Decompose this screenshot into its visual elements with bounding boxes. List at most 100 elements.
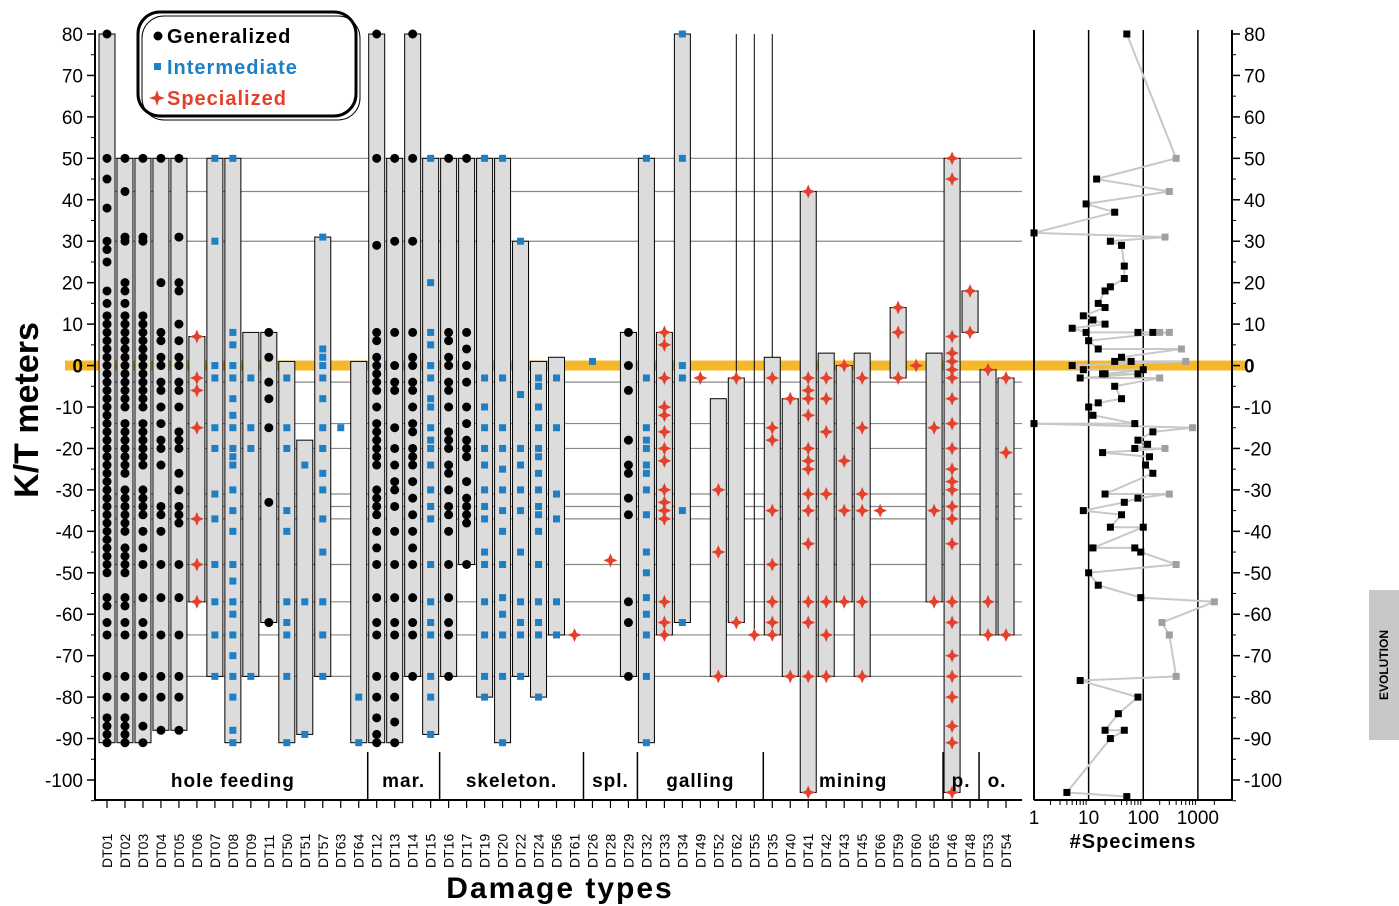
generalized-point bbox=[174, 510, 184, 520]
generalized-point bbox=[102, 245, 112, 255]
intermediate-point bbox=[642, 486, 650, 494]
specialized-point bbox=[783, 391, 798, 406]
damage-type-label: DT16 bbox=[441, 834, 457, 868]
legend-specialized-marker bbox=[149, 90, 165, 106]
generalized-point bbox=[408, 361, 418, 371]
generalized-point bbox=[138, 493, 148, 503]
specialized-point bbox=[801, 615, 816, 630]
generalized-point bbox=[156, 443, 166, 453]
intermediate-point bbox=[301, 598, 309, 606]
generalized-point bbox=[102, 460, 112, 470]
specialized-point bbox=[801, 503, 816, 518]
intermediate-point bbox=[517, 486, 525, 494]
y-tick-label: 70 bbox=[62, 66, 83, 87]
legend-intermediate-marker bbox=[154, 63, 161, 70]
generalized-point bbox=[120, 236, 130, 246]
y-tick-label-right: 30 bbox=[1244, 232, 1265, 253]
group-labels: hole feeding mar. skeleton. spl. galling mini… bbox=[171, 752, 1005, 800]
intermediate-point bbox=[535, 502, 543, 510]
y-tick-label-right: -50 bbox=[1244, 564, 1271, 585]
intermediate-point bbox=[481, 461, 489, 469]
specialized-point bbox=[963, 325, 978, 340]
range-box bbox=[727, 377, 745, 624]
x-axis-title: Damage types bbox=[446, 872, 673, 905]
specimen-point bbox=[1094, 581, 1102, 589]
generalized-point bbox=[102, 435, 112, 445]
intermediate-point bbox=[535, 453, 543, 461]
generalized-point bbox=[138, 618, 148, 628]
generalized-point bbox=[408, 419, 418, 429]
generalized-point bbox=[390, 559, 400, 569]
intermediate-point bbox=[499, 610, 507, 618]
generalized-point bbox=[264, 423, 274, 433]
specimen-point bbox=[1165, 490, 1173, 498]
generalized-point bbox=[102, 452, 112, 462]
generalized-point bbox=[444, 327, 454, 337]
generalized-point bbox=[102, 601, 112, 611]
damage-type-label: DT02 bbox=[117, 834, 133, 868]
specialized-point bbox=[765, 370, 780, 385]
specimen-point bbox=[1099, 370, 1107, 378]
range-box bbox=[260, 331, 278, 624]
intermediate-point bbox=[553, 424, 561, 432]
legend-intermediate-label: Intermediate bbox=[167, 57, 298, 79]
specialized-point bbox=[945, 462, 960, 477]
generalized-point bbox=[120, 298, 130, 308]
intermediate-point bbox=[355, 739, 363, 747]
specialized-point bbox=[855, 669, 870, 684]
specialized-point bbox=[999, 370, 1014, 385]
specimen-point bbox=[1131, 444, 1139, 452]
generalized-point bbox=[102, 729, 112, 739]
specialized-point bbox=[801, 370, 816, 385]
x-ticks-damage-types: DT01 DT02 DT03 DT04 DT05 DT06 DT07 DT08 DT09 DT11… bbox=[99, 800, 1014, 868]
damage-type-label: DT22 bbox=[513, 834, 529, 868]
generalized-point bbox=[390, 593, 400, 603]
generalized-point bbox=[623, 618, 633, 628]
intermediate-point bbox=[535, 486, 543, 494]
generalized-point bbox=[623, 435, 633, 445]
generalized-point bbox=[120, 385, 130, 395]
generalized-point bbox=[138, 692, 148, 702]
group-label: galling bbox=[666, 771, 734, 792]
generalized-point bbox=[372, 402, 382, 412]
intermediate-point bbox=[642, 511, 650, 519]
generalized-point bbox=[372, 352, 382, 362]
specialized-point bbox=[657, 495, 672, 510]
specimen-x-ticks: 1 10 100 1000 bbox=[1029, 800, 1219, 829]
intermediate-point bbox=[553, 631, 561, 639]
generalized-point bbox=[372, 713, 382, 723]
specialized-point bbox=[189, 370, 204, 385]
generalized-point bbox=[174, 278, 184, 288]
generalized-point bbox=[372, 460, 382, 470]
specimen-point bbox=[1106, 735, 1114, 743]
intermediate-point bbox=[229, 411, 237, 419]
specialized-point bbox=[945, 346, 960, 361]
specimen-point bbox=[1076, 677, 1084, 685]
intermediate-point bbox=[427, 730, 435, 738]
intermediate-point bbox=[481, 515, 489, 523]
generalized-point bbox=[138, 327, 148, 337]
generalized-point bbox=[138, 630, 148, 640]
specimen-point bbox=[1111, 357, 1119, 365]
generalized-point bbox=[120, 327, 130, 337]
intermediate-point bbox=[211, 560, 219, 568]
generalized-point bbox=[120, 518, 130, 528]
intermediate-point bbox=[499, 560, 507, 568]
generalized-point bbox=[102, 713, 112, 723]
specialized-point bbox=[927, 420, 942, 435]
range-box bbox=[242, 331, 260, 677]
specimen-point bbox=[1134, 436, 1142, 444]
intermediate-point bbox=[211, 631, 219, 639]
generalized-point bbox=[156, 278, 166, 288]
generalized-point bbox=[174, 630, 184, 640]
specimen-point bbox=[1085, 337, 1093, 345]
specialized-point bbox=[819, 594, 834, 609]
damage-type-label: DT04 bbox=[153, 834, 169, 868]
generalized-point bbox=[138, 526, 148, 536]
specimen-point bbox=[1068, 362, 1076, 370]
intermediate-point bbox=[499, 374, 507, 382]
damage-type-label: DT03 bbox=[135, 834, 151, 868]
specialized-point bbox=[657, 424, 672, 439]
y-tick-label: 30 bbox=[62, 232, 83, 253]
generalized-point bbox=[408, 477, 418, 487]
